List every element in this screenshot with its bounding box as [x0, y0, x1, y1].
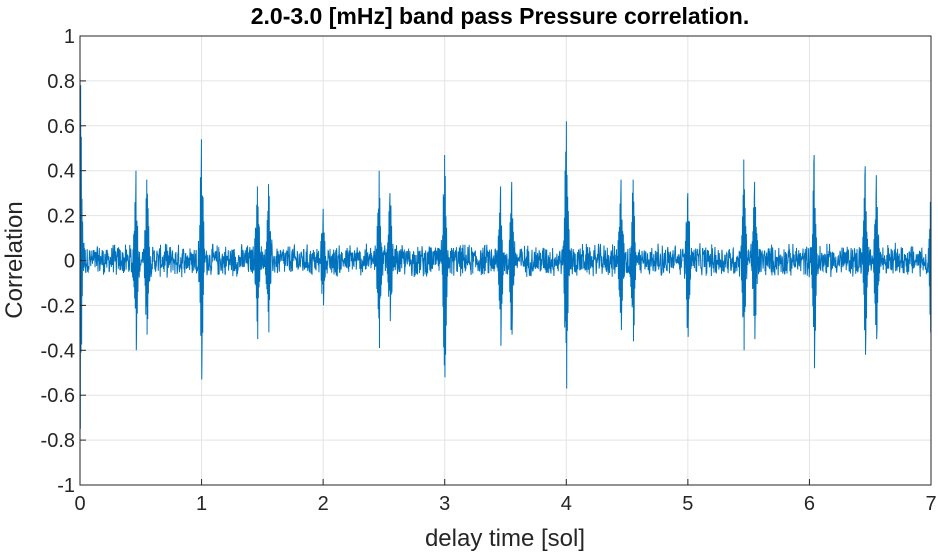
x-tick-label: 0 — [74, 493, 85, 515]
y-tick-label: 0.8 — [47, 71, 75, 93]
x-tick-label: 6 — [804, 493, 815, 515]
x-tick-label: 3 — [439, 493, 450, 515]
y-tick-label: -1 — [57, 475, 75, 497]
series-line — [79, 35, 932, 429]
x-tick-label: 2 — [318, 493, 329, 515]
y-axis-ticks: -1 -0.8 -0.6 -0.4 -0.2 0 0.2 0.4 0.6 0.8 1 — [41, 26, 86, 497]
y-tick-label: 0.4 — [47, 161, 75, 183]
y-axis-label: Correlation — [1, 201, 28, 318]
x-tick-label: 5 — [682, 493, 693, 515]
y-tick-label: 0 — [64, 251, 75, 273]
x-axis-ticks: 0 1 2 3 4 5 6 7 — [74, 479, 937, 515]
x-tick-label: 7 — [925, 493, 936, 515]
x-axis-label: delay time [sol] — [425, 525, 585, 552]
x-tick-label: 1 — [196, 493, 207, 515]
y-tick-label: 0.6 — [47, 116, 75, 138]
y-tick-label: -0.6 — [41, 385, 75, 407]
y-tick-label: 0.2 — [47, 206, 75, 228]
correlation-series — [79, 35, 932, 429]
y-tick-label: 1 — [64, 26, 75, 48]
y-tick-label: -0.4 — [41, 340, 75, 362]
y-tick-label: -0.8 — [41, 430, 75, 452]
chart-title: 2.0-3.0 [mHz] band pass Pressure correla… — [251, 3, 750, 29]
x-tick-label: 4 — [561, 493, 572, 515]
y-tick-label: -0.2 — [41, 295, 75, 317]
